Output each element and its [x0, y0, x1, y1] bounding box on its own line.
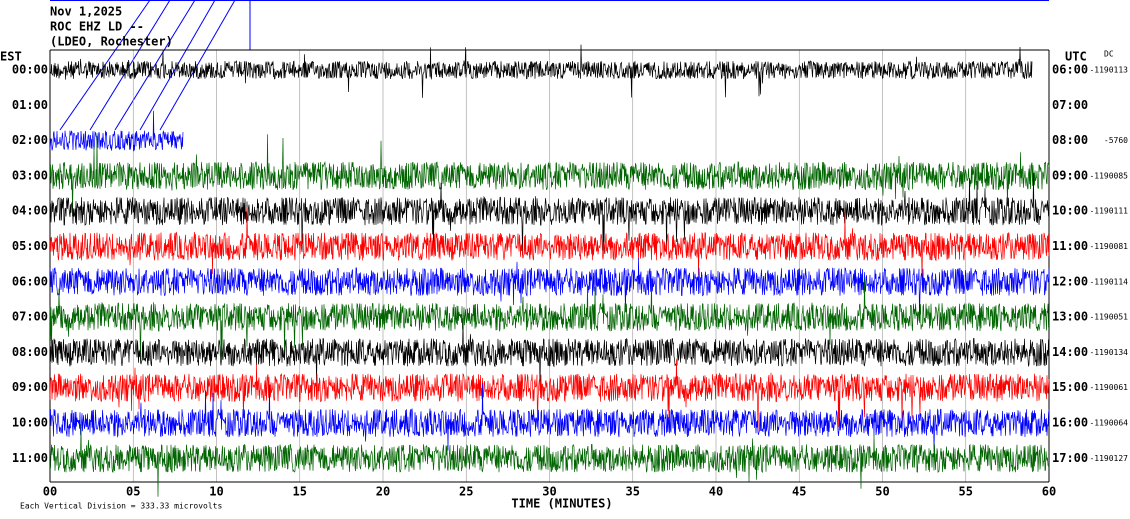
x-tick-label: 10 — [209, 485, 223, 499]
x-tick-label: 35 — [626, 485, 640, 499]
dc-value: -5760 — [1104, 136, 1128, 145]
dc-value: -1190081 — [1089, 242, 1128, 251]
utc-label: 09:00 — [1052, 168, 1088, 182]
x-tick-label: 60 — [1042, 485, 1056, 499]
utc-label: 14:00 — [1052, 345, 1088, 359]
utc-label: 08:00 — [1052, 133, 1088, 147]
x-tick-label: 40 — [709, 485, 723, 499]
trace — [49, 359, 1050, 432]
est-label: 01:00 — [12, 98, 48, 112]
dc-value: -1190111 — [1089, 207, 1128, 216]
est-label: 07:00 — [12, 310, 48, 324]
est-label: 09:00 — [12, 380, 48, 394]
trace — [49, 173, 1050, 256]
trace — [49, 110, 184, 152]
x-tick-label: 50 — [875, 485, 889, 499]
dc-value: -1190085 — [1089, 171, 1128, 180]
est-label: 02:00 — [12, 133, 48, 147]
dc-value: -1190113 — [1089, 66, 1128, 75]
utc-label: 12:00 — [1052, 274, 1088, 288]
utc-label: 06:00 — [1052, 63, 1088, 77]
left-axis-label: EST — [0, 50, 22, 64]
est-label: 03:00 — [12, 168, 48, 182]
est-label: 11:00 — [12, 451, 48, 465]
est-label: 08:00 — [12, 345, 48, 359]
est-label: 10:00 — [12, 416, 48, 430]
title: (LDEO, Rochester) — [50, 35, 173, 49]
x-tick-label: 55 — [959, 485, 973, 499]
x-tick-label: 00 — [43, 485, 57, 499]
x-tick-label: 05 — [126, 485, 140, 499]
trace — [49, 318, 1050, 391]
trace — [49, 277, 1050, 362]
utc-label: 11:00 — [1052, 239, 1088, 253]
title: ROC EHZ LD -- — [50, 20, 144, 34]
dc-value: -1190134 — [1089, 348, 1128, 357]
trace — [49, 258, 1050, 323]
right-axis-label: UTC — [1065, 50, 1087, 64]
trace — [49, 133, 1050, 217]
dc-value: -1190061 — [1089, 383, 1128, 392]
title: Nov 1,2025 — [50, 5, 122, 19]
x-tick-label: 15 — [293, 485, 307, 499]
trace — [49, 423, 1050, 497]
x-tick-label: 30 — [542, 485, 556, 499]
est-label: 04:00 — [12, 204, 48, 218]
utc-label: 10:00 — [1052, 204, 1088, 218]
est-label: 00:00 — [12, 63, 48, 77]
trace — [49, 206, 1050, 286]
trace — [49, 44, 1033, 98]
dc-value: -1190051 — [1089, 313, 1128, 322]
dc-value: -1190114 — [1089, 277, 1128, 286]
x-tick-label: 25 — [459, 485, 473, 499]
x-tick-label: 45 — [792, 485, 806, 499]
footer: Each Vertical Division = 333.33 microvol… — [20, 502, 222, 511]
utc-label: 07:00 — [1052, 98, 1088, 112]
dc-label: DC — [1104, 50, 1114, 59]
utc-label: 13:00 — [1052, 310, 1088, 324]
est-label: 06:00 — [12, 274, 48, 288]
x-tick-label: 20 — [376, 485, 390, 499]
utc-label: 17:00 — [1052, 451, 1088, 465]
x-axis-label: TIME (MINUTES) — [511, 497, 612, 511]
dc-value: -1190127 — [1089, 454, 1128, 463]
utc-label: 16:00 — [1052, 416, 1088, 430]
utc-label: 15:00 — [1052, 380, 1088, 394]
dc-value: -1190064 — [1089, 419, 1128, 428]
trace — [49, 383, 1050, 453]
est-label: 05:00 — [12, 239, 48, 253]
